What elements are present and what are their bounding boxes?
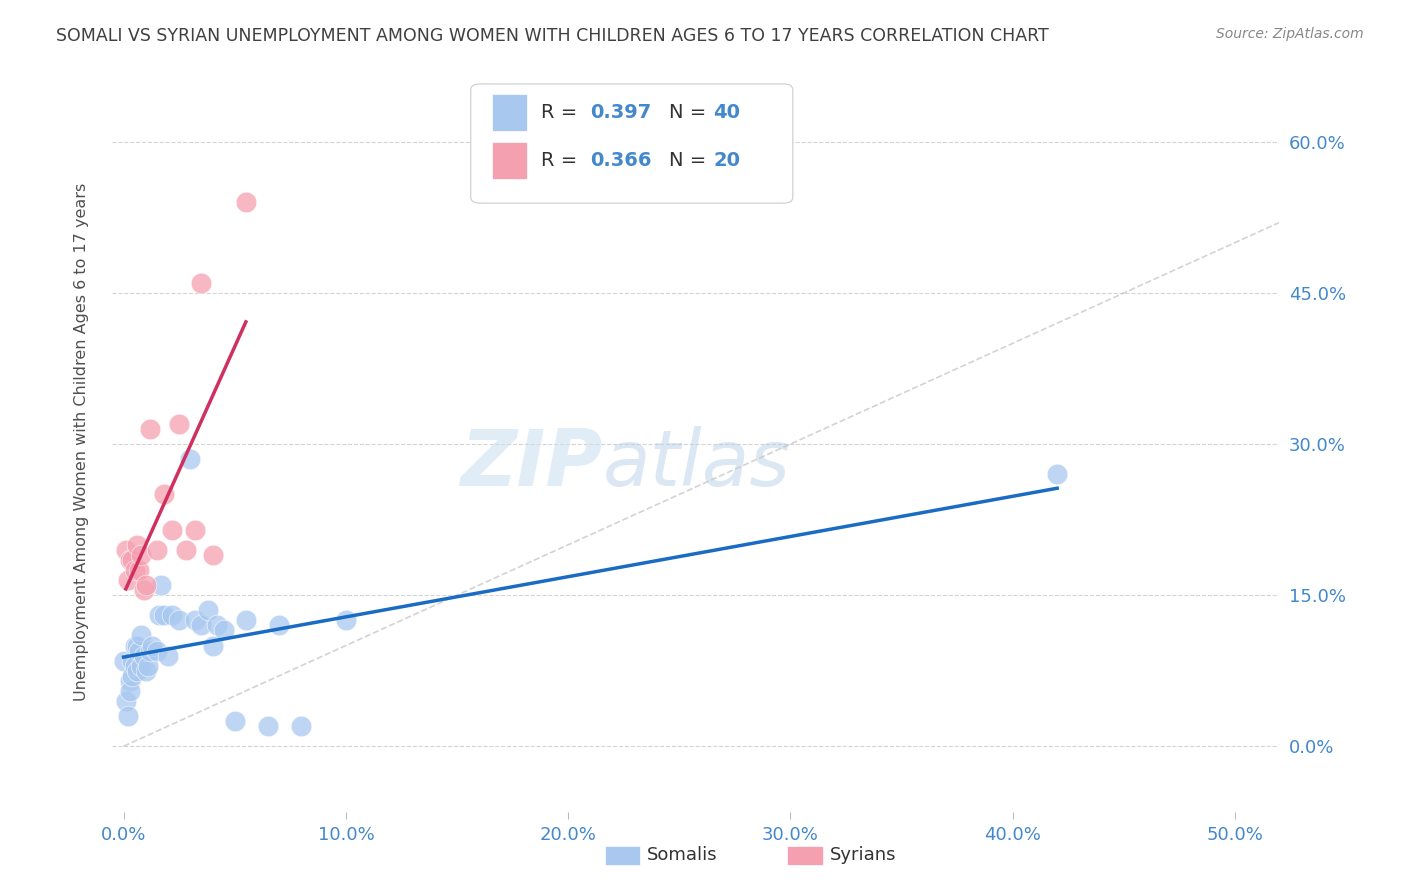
Point xyxy=(124,639,146,653)
Point xyxy=(146,643,169,657)
Point xyxy=(146,542,169,557)
Text: ZIP: ZIP xyxy=(460,425,603,502)
Point xyxy=(205,618,228,632)
Point xyxy=(167,417,190,431)
Point xyxy=(174,542,197,557)
Point xyxy=(152,487,174,501)
Text: R =: R = xyxy=(541,103,583,121)
Point xyxy=(335,613,357,627)
Point xyxy=(128,643,150,657)
Point xyxy=(190,618,212,632)
Text: R =: R = xyxy=(541,151,583,169)
Bar xyxy=(492,142,527,178)
Point xyxy=(117,573,139,587)
Y-axis label: Unemployment Among Women with Children Ages 6 to 17 years: Unemployment Among Women with Children A… xyxy=(75,183,89,700)
Point xyxy=(141,639,163,653)
Point xyxy=(135,664,157,678)
Text: N =: N = xyxy=(669,103,713,121)
FancyBboxPatch shape xyxy=(471,84,793,203)
Point xyxy=(235,613,257,627)
Point xyxy=(125,664,148,678)
Point xyxy=(150,578,173,592)
Point xyxy=(120,683,142,698)
Point xyxy=(132,648,155,663)
Point xyxy=(112,654,135,668)
Point xyxy=(124,658,146,673)
Point xyxy=(117,709,139,723)
Text: 40: 40 xyxy=(713,103,741,121)
Point xyxy=(120,553,142,567)
Point xyxy=(131,548,153,562)
Point xyxy=(290,719,312,733)
Point xyxy=(114,542,136,557)
Text: 20: 20 xyxy=(713,151,741,169)
Point xyxy=(162,608,184,623)
Text: 0.397: 0.397 xyxy=(589,103,651,121)
Text: Source: ZipAtlas.com: Source: ZipAtlas.com xyxy=(1216,27,1364,41)
Text: Somalis: Somalis xyxy=(647,847,717,864)
Point xyxy=(131,658,153,673)
Point xyxy=(136,658,159,673)
Point xyxy=(124,563,146,577)
Text: atlas: atlas xyxy=(603,425,790,502)
Point xyxy=(235,195,257,210)
Point xyxy=(121,669,143,683)
Text: N =: N = xyxy=(669,151,713,169)
Point xyxy=(121,553,143,567)
Point xyxy=(148,608,170,623)
Point xyxy=(1046,467,1069,482)
Point xyxy=(139,643,162,657)
Point xyxy=(114,694,136,708)
Point xyxy=(121,654,143,668)
Point xyxy=(128,563,150,577)
Point xyxy=(269,618,291,632)
Point xyxy=(135,578,157,592)
Text: Syrians: Syrians xyxy=(830,847,896,864)
Point xyxy=(132,583,155,598)
Point xyxy=(197,603,219,617)
Point xyxy=(139,422,162,436)
Point xyxy=(157,648,180,663)
Point xyxy=(257,719,280,733)
Point xyxy=(212,624,235,638)
Point xyxy=(201,639,224,653)
Point xyxy=(201,548,224,562)
Point xyxy=(224,714,246,728)
Point xyxy=(120,673,142,688)
Point xyxy=(167,613,190,627)
Point xyxy=(190,276,212,290)
Point xyxy=(152,608,174,623)
Point xyxy=(125,639,148,653)
Bar xyxy=(492,94,527,130)
Point xyxy=(179,452,201,467)
Text: SOMALI VS SYRIAN UNEMPLOYMENT AMONG WOMEN WITH CHILDREN AGES 6 TO 17 YEARS CORRE: SOMALI VS SYRIAN UNEMPLOYMENT AMONG WOME… xyxy=(56,27,1049,45)
Point xyxy=(183,523,205,537)
Point xyxy=(131,628,153,642)
Point xyxy=(125,538,148,552)
Text: 0.366: 0.366 xyxy=(589,151,651,169)
Point xyxy=(162,523,184,537)
Point xyxy=(183,613,205,627)
